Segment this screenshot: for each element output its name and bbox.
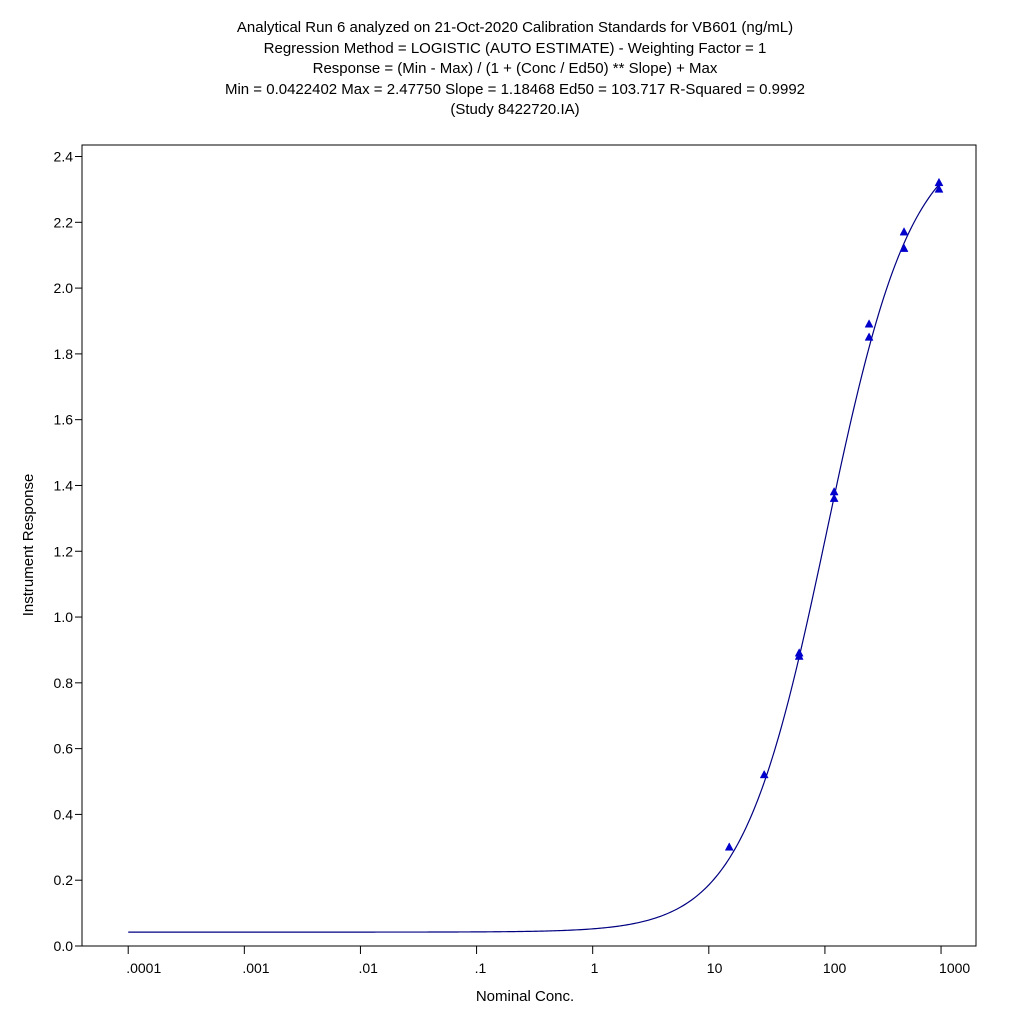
data-point-marker	[934, 184, 944, 193]
y-tick-label: 2.4	[54, 149, 74, 165]
y-tick-label: 2.2	[54, 214, 74, 230]
y-tick-label: 1.0	[54, 609, 74, 625]
data-point-marker	[934, 177, 944, 187]
chart-title-line-5: (Study 8422720.IA)	[450, 101, 580, 118]
y-tick-label: 0.6	[54, 741, 74, 757]
y-tick-label: 0.4	[54, 806, 74, 822]
y-tick-label: 1.8	[54, 346, 74, 362]
x-tick-label: .01	[358, 960, 378, 976]
x-axis-ticks: .0001 .001 .01 .1 1 10 100 1000	[126, 946, 970, 976]
y-tick-label: 0.0	[54, 938, 74, 954]
x-tick-label: 10	[707, 960, 723, 976]
data-point-marker	[899, 243, 909, 252]
data-point-marker	[724, 842, 734, 851]
data-points	[724, 177, 944, 851]
x-tick-label: .0001	[126, 960, 161, 976]
x-tick-label: .1	[475, 960, 487, 976]
y-tick-label: 1.6	[54, 412, 74, 428]
chart-title-line-3: Response = (Min - Max) / (1 + (Conc / Ed…	[312, 60, 718, 77]
y-tick-label: 0.8	[54, 675, 74, 691]
plot-frame	[81, 144, 977, 947]
data-point-marker	[759, 769, 769, 779]
chart-title-line-2: Regression Method = LOGISTIC (AUTO ESTIM…	[263, 39, 767, 57]
data-point-marker	[829, 493, 839, 502]
chart-title-line-4: Min = 0.0422402 Max = 2.47750 Slope = 1.…	[224, 80, 806, 98]
y-tick-label: 1.2	[54, 543, 74, 559]
data-point-marker	[864, 319, 874, 328]
y-tick-label: 1.4	[54, 477, 74, 493]
y-axis-title: Instrument Response	[20, 474, 37, 617]
data-point-marker	[829, 487, 839, 496]
data-point-marker	[794, 648, 804, 657]
y-axis-ticks: 0.0 0.2 0.4 0.6 0.8 1.0 1.2 1.4 1.6 1.8 2.0 2.2 2.4	[54, 149, 82, 954]
data-point-marker	[864, 332, 874, 341]
chart-title-line-1: Analytical Run 6 analyzed on 21-Oct-2020…	[236, 19, 794, 36]
x-tick-label: 1000	[939, 960, 970, 976]
y-tick-label: 0.2	[54, 872, 74, 888]
x-tick-label: .001	[242, 960, 269, 976]
data-point-marker	[899, 227, 909, 236]
x-tick-label: 1	[591, 960, 599, 976]
x-axis-title: Nominal Conc.	[476, 988, 574, 1005]
fit-curve	[128, 181, 942, 933]
y-tick-label: 2.0	[54, 280, 74, 296]
x-tick-label: 100	[823, 960, 847, 976]
chart-title-block: Analytical Run 6 analyzed on 21-Oct-2020…	[0, 18, 1024, 121]
